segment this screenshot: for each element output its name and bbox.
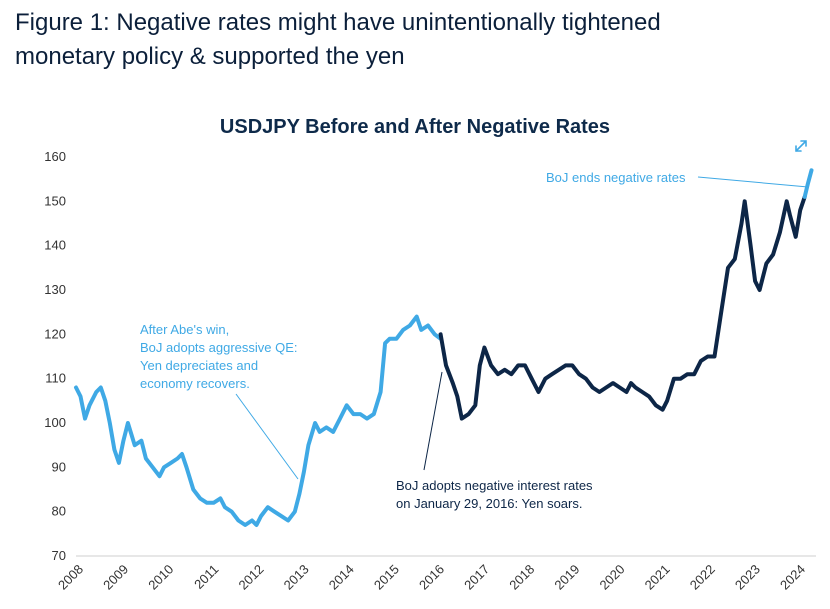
y-tick-label: 130 bbox=[44, 282, 66, 297]
figure-title-line1: Figure 1: Negative rates might have unin… bbox=[15, 9, 661, 36]
y-tick-label: 150 bbox=[44, 193, 66, 208]
annotation-abe-line3: Yen depreciates and bbox=[140, 358, 258, 373]
series-after-end bbox=[802, 168, 814, 199]
x-tick-label: 2015 bbox=[371, 562, 402, 593]
y-axis: 70 80 90 100 110 120 130 140 150 160 bbox=[44, 149, 66, 563]
x-axis: 2008 2009 2010 2011 2012 2013 2014 2015 2016 2017… bbox=[55, 555, 816, 593]
annotation-negative-rates: BoJ adopts negative interest rates on Ja… bbox=[396, 371, 593, 511]
y-tick-label: 100 bbox=[44, 415, 66, 430]
expand-arrows-icon[interactable] bbox=[791, 136, 811, 156]
annotation-negative-line2: on January 29, 2016: Yen soars. bbox=[396, 496, 582, 511]
x-tick-label: 2016 bbox=[416, 562, 447, 593]
x-tick-label: 2021 bbox=[642, 562, 673, 593]
figure-title: Figure 1: Negative rates might have unin… bbox=[15, 6, 815, 74]
x-tick-label: 2018 bbox=[506, 562, 537, 593]
series-after-negative-rates bbox=[438, 194, 807, 421]
annotation-abe: After Abe's win, BoJ adopts aggressive Q… bbox=[140, 322, 299, 480]
x-tick-label: 2017 bbox=[461, 562, 492, 593]
y-tick-label: 110 bbox=[45, 371, 66, 386]
x-tick-label: 2014 bbox=[326, 562, 357, 593]
annotation-negative-line1: BoJ adopts negative interest rates bbox=[396, 478, 593, 493]
figure-title-line2: monetary policy & supported the yen bbox=[15, 43, 405, 70]
y-tick-label: 80 bbox=[52, 504, 66, 519]
annotation-boj-ends: BoJ ends negative rates bbox=[546, 170, 809, 188]
annotation-boj-ends-arrow bbox=[697, 176, 809, 188]
annotation-abe-line2: BoJ adopts aggressive QE: bbox=[140, 340, 298, 355]
x-tick-label: 2019 bbox=[551, 562, 582, 593]
x-tick-label: 2023 bbox=[732, 562, 763, 593]
x-tick-label: 2009 bbox=[100, 562, 131, 593]
x-tick-label: 2024 bbox=[777, 562, 808, 593]
x-tick-label: 2010 bbox=[145, 562, 176, 593]
y-tick-label: 120 bbox=[44, 326, 66, 341]
y-tick-label: 160 bbox=[44, 149, 66, 164]
x-tick-label: 2022 bbox=[687, 562, 718, 593]
y-tick-label: 90 bbox=[52, 459, 66, 474]
x-tick-label: 2012 bbox=[236, 562, 267, 593]
x-tick-label: 2008 bbox=[55, 562, 86, 593]
x-tick-label: 2011 bbox=[191, 562, 221, 592]
y-tick-label: 140 bbox=[44, 238, 66, 253]
annotation-boj-ends-line1: BoJ ends negative rates bbox=[546, 170, 686, 185]
annotation-abe-line1: After Abe's win, bbox=[140, 322, 229, 337]
series-before-negative-rates bbox=[74, 314, 443, 527]
annotation-abe-line4: economy recovers. bbox=[140, 376, 250, 391]
x-tick-label: 2020 bbox=[597, 562, 628, 593]
chart-title: USDJPY Before and After Negative Rates bbox=[219, 116, 611, 138]
annotation-abe-arrow bbox=[235, 393, 299, 480]
annotation-negative-arrow bbox=[423, 371, 443, 471]
y-tick-label: 70 bbox=[52, 548, 66, 563]
series-layer bbox=[74, 168, 814, 527]
x-tick-label: 2013 bbox=[281, 562, 312, 593]
